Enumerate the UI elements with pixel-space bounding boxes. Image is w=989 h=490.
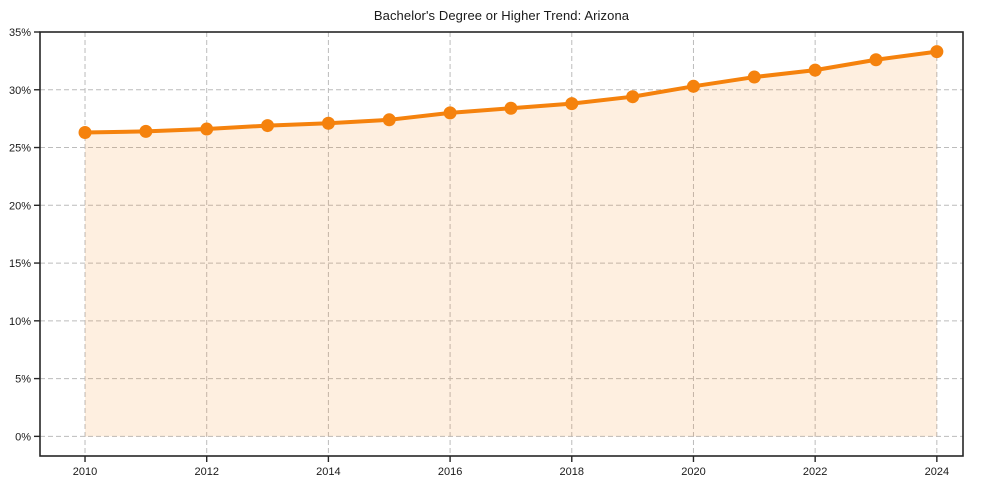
data-point: [200, 122, 214, 136]
data-point: [261, 119, 275, 133]
x-tick-label: 2016: [438, 466, 462, 478]
x-tick-label: 2010: [73, 466, 97, 478]
data-point: [565, 97, 579, 111]
area-fill: [85, 51, 937, 437]
y-tick-label: 15%: [9, 258, 31, 270]
y-tick-label: 10%: [9, 316, 31, 328]
x-tick-label: 2024: [925, 466, 949, 478]
data-point: [869, 53, 883, 67]
chart-title: Bachelor's Degree or Higher Trend: Arizo…: [373, 8, 630, 23]
data-point: [808, 63, 822, 77]
x-tick-label: 2022: [803, 466, 827, 478]
y-tick-label: 35%: [9, 27, 31, 39]
y-tick-label: 5%: [15, 374, 31, 386]
data-point: [504, 101, 518, 115]
data-point: [443, 106, 457, 120]
data-point: [930, 45, 944, 59]
y-tick-label: 20%: [9, 200, 31, 212]
data-point: [626, 90, 640, 104]
data-point: [382, 113, 396, 127]
x-tick-label: 2012: [194, 466, 218, 478]
data-point: [321, 116, 335, 130]
data-point: [686, 79, 700, 93]
data-point: [139, 124, 153, 138]
data-point: [78, 126, 92, 140]
y-tick-label: 25%: [9, 143, 31, 155]
x-tick-label: 2018: [560, 466, 584, 478]
x-tick-label: 2014: [316, 466, 340, 478]
x-tick-label: 2020: [681, 466, 705, 478]
y-tick-label: 0%: [15, 431, 31, 443]
axes-spines: [39, 31, 964, 457]
y-tick-label: 30%: [9, 85, 31, 97]
data-point: [747, 70, 761, 84]
